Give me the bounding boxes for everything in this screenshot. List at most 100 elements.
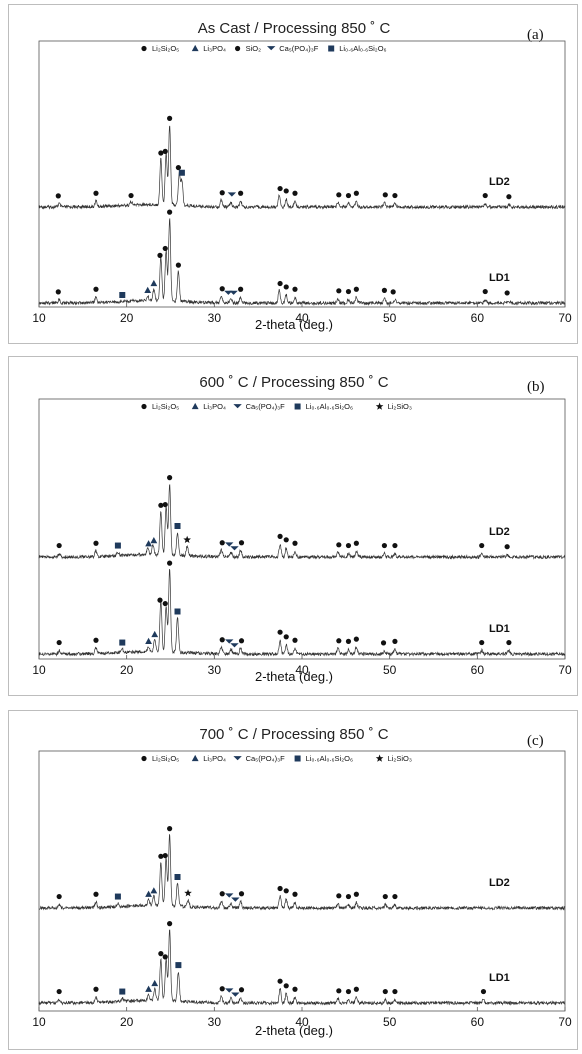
chart-title: 700 ˚ C / Processing 850 ˚ C [199,726,388,743]
peak-marker [336,988,342,994]
legend-label: Li₂Si₂O₅ [152,44,179,53]
legend-item: Li₃PO₄ [191,44,226,53]
peak-marker [277,885,283,892]
legend-label: Li₃PO₄ [203,754,226,763]
plot-frame [38,398,566,660]
legend-marker [141,755,147,762]
peak-marker [151,630,159,638]
peak-marker [174,874,181,880]
peak-marker [277,280,283,287]
peak-marker [292,286,298,292]
plot-frame [38,750,566,1012]
peak-marker [158,150,164,156]
peak-marker [174,523,181,529]
peak-marker [225,639,234,644]
legend: Li₂Si₂O₅ Li₃PO₄ Ca₅(PO₄)₃F Li₀.₆Al₀.₆Si₂O₆ L… [141,402,412,411]
peak-marker [56,893,62,900]
peak-marker [353,540,359,546]
legend-marker [191,44,199,52]
legend-label: Li₀.₆Al₀.₆Si₂O₆ [306,754,353,763]
peak-marker [175,962,182,969]
legend-label: Li₃PO₄ [203,44,226,53]
legend-label: Li₀.₆Al₀.₆Si₂O₆ [339,44,386,53]
legend-marker [141,45,147,52]
peak-marker [283,634,289,640]
peak-marker [225,988,234,993]
legend-item: Li₃PO₄ [191,402,226,411]
legend-marker [294,755,301,762]
x-tick-label: 50 [383,663,397,677]
peak-marker [506,639,512,646]
peak-marker [93,986,99,992]
peak-marker [119,292,126,298]
legend-marker [294,403,301,410]
peak-marker [229,290,238,295]
peak-marker [283,537,289,543]
x-tick-label: 70 [558,1015,572,1029]
legend-marker [235,45,241,52]
peak-marker [336,192,342,198]
legend-label: Li₂Si₂O₅ [152,754,179,763]
peak-marker [504,544,510,550]
peak-marker [145,637,152,644]
legend-item: Li₃PO₄ [191,754,226,763]
peak-marker [353,986,359,992]
xrd-chart-b: 600 ˚ C / Processing 850 ˚ C (b) Li₂Si₂O… [32,374,572,684]
peak-marker [382,192,388,198]
peak-marker [283,188,289,194]
legend-label: Ca₅(PO₄)₃F [246,754,286,763]
x-tick-label: 10 [32,311,46,325]
peak-marker [479,639,485,646]
series-label: LD1 [489,972,510,984]
peak-marker [56,542,62,549]
peak-marker [345,192,352,199]
peak-marker [56,988,62,995]
peak-marker [283,284,289,290]
peak-marker [162,148,168,154]
peak-marker [283,888,289,894]
peak-marker [381,542,388,549]
legend-marker [267,46,276,51]
x-axis-label: 2-theta (deg.) [255,317,333,332]
peak-marker [145,890,152,897]
xrd-panel-c: 700 ˚ C / Processing 850 ˚ C (c) Li₂Si₂O… [8,710,578,1050]
peak-marker [479,542,485,549]
peak-marker [93,286,99,292]
legend-label: Li₂SiO₃ [388,754,412,763]
series-label: LD2 [489,526,510,538]
peak-marker [382,988,388,995]
chart-title: As Cast / Processing 850 ˚ C [198,20,391,37]
peak-marker [238,891,245,897]
x-tick-label: 20 [120,311,134,325]
peak-marker [219,540,225,546]
xrd-line [38,569,566,657]
peak-marker [480,988,487,995]
peak-marker [392,988,398,995]
peak-marker [224,290,233,295]
legend-item: Ca₅(PO₄)₃F [233,754,285,763]
peak-marker [162,501,168,508]
legend-label: Li₂Si₂O₅ [152,402,179,411]
peak-marker [230,643,239,648]
xrd-panel-a: As Cast / Processing 850 ˚ C (a) Li₂Si₂O… [8,4,578,344]
legend-item: Li₀.₆Al₀.₆Si₂O₆ [328,44,387,53]
peak-marker [219,891,225,897]
series-ld1: LD1 [38,921,566,1006]
x-tick-label: 40 [295,1015,309,1029]
x-tick-label: 10 [32,1015,46,1029]
peak-marker [382,893,388,900]
legend-label: Ca₅(PO₄)₃F [246,402,286,411]
peak-marker [55,289,61,295]
peak-marker [167,475,173,481]
xrd-line [38,484,566,560]
peak-marker [353,286,359,292]
peak-marker [238,638,245,644]
plot-area: LD2 LD1 [38,40,566,308]
peak-marker [345,288,352,295]
peak-marker [238,286,244,292]
legend-marker [233,756,242,761]
peak-marker [230,546,239,551]
x-axis-label: 2-theta (deg.) [255,669,333,684]
legend-marker [375,754,384,762]
peak-marker [380,640,387,646]
